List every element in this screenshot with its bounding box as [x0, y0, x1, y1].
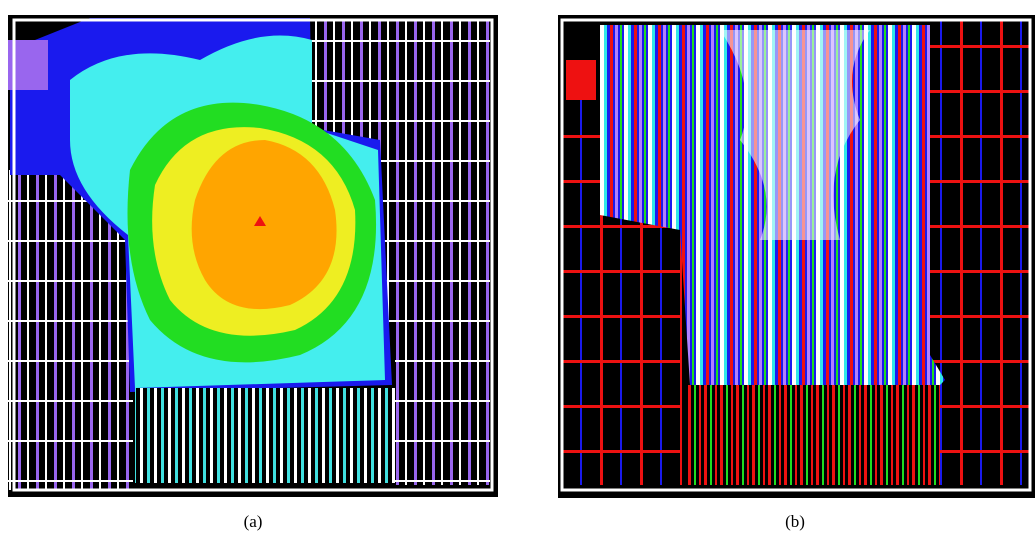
right-blocks: [930, 20, 1030, 485]
red-block: [566, 60, 596, 100]
bottom-blocks: [135, 388, 395, 483]
figure: (a) (b): [0, 0, 1035, 542]
corner-blocks: [395, 355, 490, 485]
caption: (a): [244, 512, 263, 531]
caption: (b): [785, 512, 805, 531]
bottom-blocks: [685, 385, 940, 485]
panel-a: [8, 15, 498, 497]
panel-b: [558, 15, 1035, 498]
page: {"panels": [{"caption": "(a)"}, {"captio…: [0, 0, 1035, 542]
